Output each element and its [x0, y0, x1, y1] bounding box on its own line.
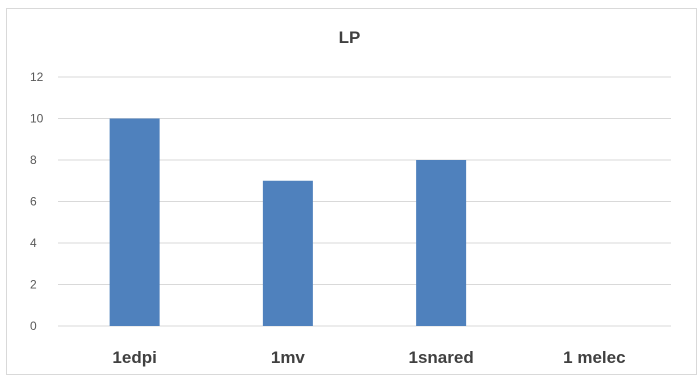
y-axis-tick-labels: 0 2 4 6 8 10 12 [30, 70, 44, 333]
y-tick-label: 10 [30, 112, 44, 126]
y-tick-label: 4 [30, 236, 37, 250]
bars [109, 118, 467, 326]
gridlines [58, 76, 671, 327]
y-tick-label: 8 [30, 153, 37, 167]
y-tick-label: 12 [30, 70, 44, 84]
x-category-label: 1snared [409, 348, 474, 367]
x-category-label: 1edpi [112, 348, 156, 367]
y-tick-label: 0 [30, 319, 37, 333]
x-category-label: 1mv [271, 348, 306, 367]
y-tick-label: 6 [30, 195, 37, 209]
x-axis-category-labels: 1edpi 1mv 1snared 1 melec [112, 348, 625, 367]
y-tick-label: 2 [30, 278, 37, 292]
bar-1mv [262, 180, 313, 326]
bar-1edpi [109, 118, 160, 326]
bar-1snared [416, 160, 467, 326]
x-category-label: 1 melec [563, 348, 625, 367]
chart-title: LP [338, 28, 361, 47]
